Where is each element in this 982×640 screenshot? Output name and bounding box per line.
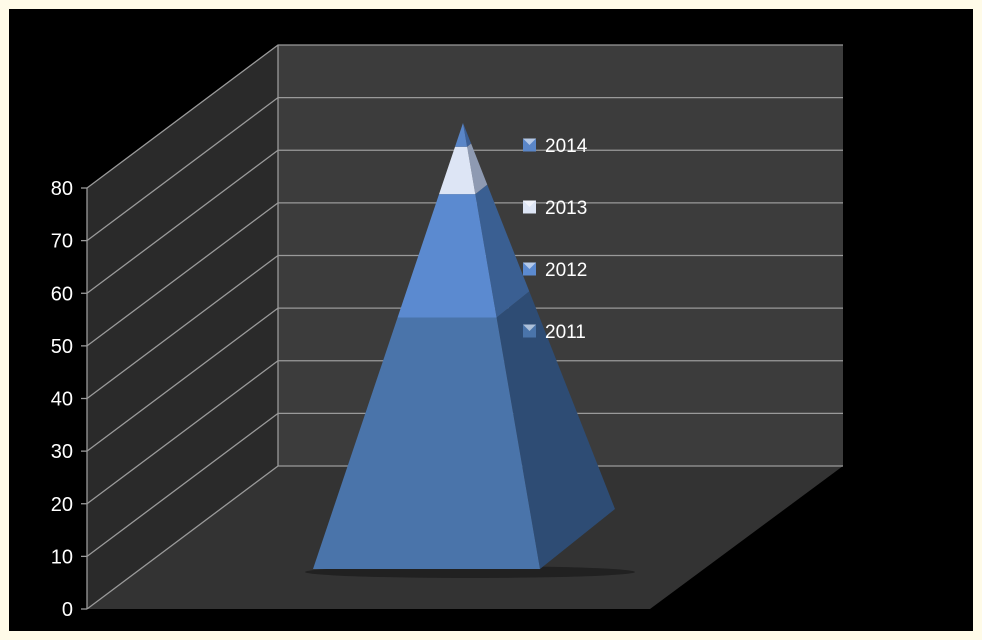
legend-item-2012: 2012 [523, 260, 587, 281]
pyramid-side-2012 [475, 184, 530, 318]
pyramid-front-2014 [455, 123, 468, 147]
y-tick-label: 40 [51, 389, 73, 411]
pyramid-front-2012 [397, 194, 497, 318]
y-tick-label: 80 [51, 178, 73, 200]
y-tick-label: 20 [51, 494, 73, 516]
legend-item-2014: 2014 [523, 136, 588, 157]
pyramid-side-2013 [467, 143, 488, 195]
pyramid-segment-2013 [439, 143, 488, 195]
legend-swatch-highlight-2011 [523, 324, 536, 331]
legend-label-2012: 2012 [545, 260, 587, 281]
y-tick-label: 30 [51, 441, 73, 463]
y-tick-label: 0 [62, 599, 73, 621]
y-tick-label: 60 [51, 283, 73, 305]
pyramid-segment-2012 [397, 184, 530, 318]
legend-swatch-highlight-2013 [523, 200, 536, 207]
legend-swatch-highlight-2014 [523, 138, 536, 145]
pyramid-segment-2011 [313, 291, 615, 569]
legend-item-2013: 2013 [523, 198, 587, 219]
legend-label-2013: 2013 [545, 198, 587, 219]
pyramid-front-2013 [439, 146, 476, 195]
legend-swatch-highlight-2012 [523, 262, 536, 269]
y-tick-label: 50 [51, 336, 73, 358]
pyramid-side-2011 [496, 291, 615, 569]
legend-label-2014: 2014 [545, 136, 588, 157]
pyramid-segment-2014 [455, 123, 472, 147]
y-tick-label: 10 [51, 546, 73, 568]
legend-item-2011: 2011 [523, 322, 586, 343]
y-tick-label: 70 [51, 231, 73, 253]
legend-label-2011: 2011 [545, 322, 586, 343]
pyramid-side-2014 [463, 123, 472, 147]
pyramid-front-2011 [313, 317, 540, 569]
